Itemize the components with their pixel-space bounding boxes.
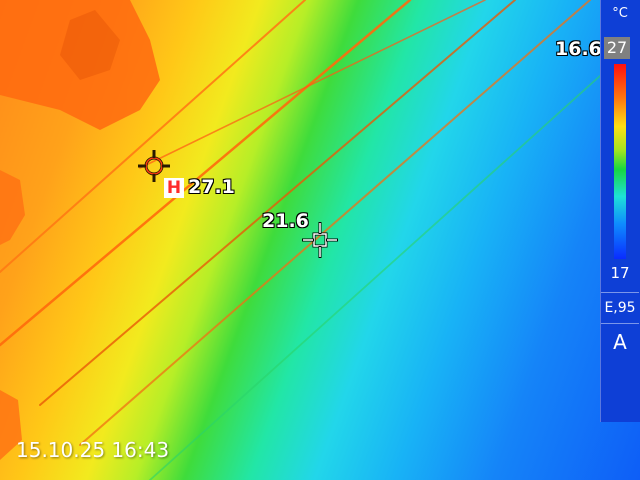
range-mode-indicator[interactable]: A xyxy=(613,330,627,354)
hot-spot-badge: H xyxy=(164,178,184,198)
emissivity-value[interactable]: E,95 xyxy=(601,292,639,324)
scale-min-value[interactable]: 17 xyxy=(610,264,630,282)
scale-panel: °C 27 17 E,95 A xyxy=(600,0,640,422)
color-scale-bar xyxy=(614,64,626,259)
hot-spot-crosshair-icon xyxy=(138,150,170,182)
temperature-unit-label: °C xyxy=(612,6,628,21)
tree-foliage xyxy=(0,0,160,460)
center-spot-crosshair-icon xyxy=(302,222,338,258)
timestamp: 15.10.25 16:43 xyxy=(16,438,170,462)
hot-spot-temperature: 27.1 xyxy=(188,176,235,198)
cold-spot-temperature: 16.6 xyxy=(555,38,602,60)
center-spot-temperature: 21.6 xyxy=(262,210,309,232)
scale-max-value[interactable]: 27 xyxy=(604,37,630,59)
